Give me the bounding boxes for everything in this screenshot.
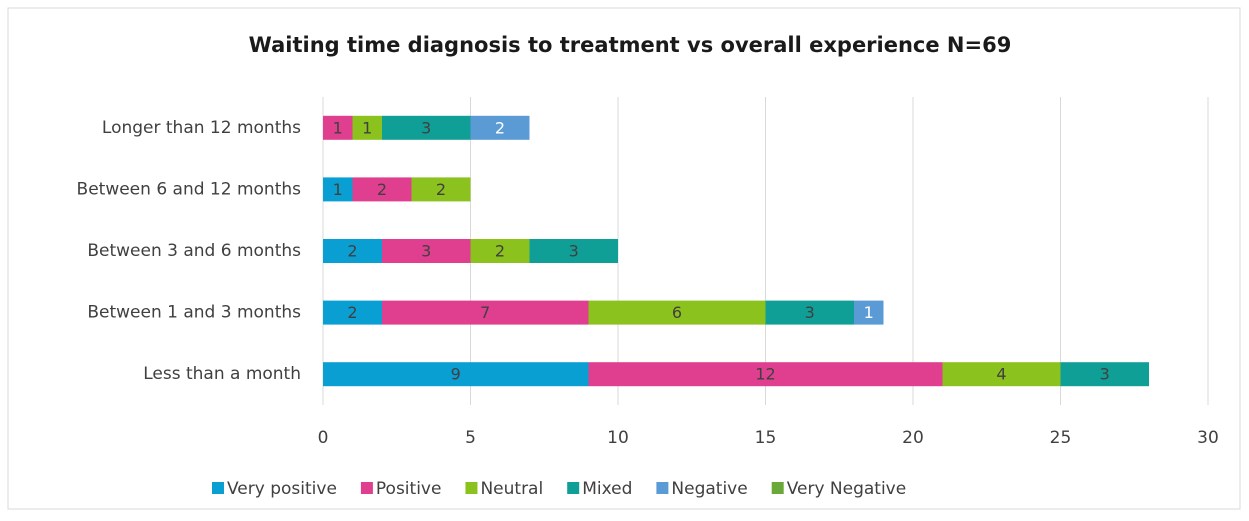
data-label: 2 [495, 118, 505, 137]
data-label: 1 [362, 118, 372, 137]
bar-segment [352, 115, 382, 140]
data-label: 4 [996, 365, 1006, 384]
bar-segment [382, 239, 471, 263]
x-tick-label: 5 [465, 428, 476, 448]
bar-segment [765, 300, 854, 325]
y-tick-label: Between 3 and 6 months [87, 241, 301, 261]
bar-segment [1060, 362, 1149, 387]
data-label: 6 [672, 303, 682, 322]
data-label: 9 [451, 365, 461, 384]
x-tick-label: 25 [1050, 428, 1072, 448]
bar-segment [323, 362, 589, 387]
y-tick-label: Between 6 and 12 months [77, 179, 302, 199]
data-label: 2 [347, 242, 357, 261]
bar-segment [382, 115, 471, 140]
x-tick-label: 30 [1197, 428, 1219, 448]
bar-segment [323, 115, 353, 140]
y-tick-label: Between 1 and 3 months [87, 303, 301, 323]
data-label: 2 [377, 180, 387, 199]
data-label: 3 [421, 118, 431, 137]
legend-label: Mixed [582, 479, 632, 499]
data-label: 3 [569, 242, 579, 261]
data-label: 3 [421, 242, 431, 261]
data-label: 2 [347, 303, 357, 322]
legend-label: Negative [671, 479, 747, 499]
bar-segment [588, 300, 766, 325]
legend-swatch [360, 482, 373, 494]
bar-segment [588, 362, 943, 387]
legend-swatch [212, 482, 224, 494]
data-label: 12 [755, 365, 775, 384]
legend-label: Very positive [227, 479, 337, 499]
bar-segment [323, 300, 382, 325]
legend-label: Very Negative [787, 479, 907, 499]
y-tick-label: Less than a month [143, 364, 301, 384]
chart-title: Waiting time diagnosis to treatment vs o… [249, 33, 1012, 57]
legend-label: Positive [376, 479, 442, 499]
legend-swatch [567, 482, 580, 494]
legend-swatch [656, 482, 669, 494]
data-label: 3 [1100, 365, 1110, 384]
data-label: 3 [805, 303, 815, 322]
x-tick-label: 15 [755, 428, 777, 448]
legend-swatch [465, 482, 478, 494]
bar-segment [352, 177, 412, 202]
x-tick-label: 20 [902, 428, 924, 448]
chart-border [7, 7, 1241, 510]
legend-label: Neutral [480, 479, 543, 499]
bar-segment [323, 177, 353, 202]
data-label: 1 [864, 303, 874, 322]
x-tick-label: 10 [607, 428, 629, 448]
legend-swatch [771, 482, 784, 494]
x-tick-label: 0 [318, 428, 329, 448]
bar-segment [942, 362, 1061, 387]
bar-segment [854, 300, 884, 325]
data-label: 2 [495, 242, 505, 261]
bar-segment [470, 239, 530, 263]
data-label: 1 [333, 118, 343, 137]
y-tick-label: Longer than 12 months [102, 118, 301, 138]
bar-segment [323, 239, 382, 263]
data-label: 7 [480, 303, 490, 322]
bar-segment [382, 300, 589, 325]
bar-segment [411, 177, 471, 202]
bar-segment [470, 115, 530, 140]
data-label: 1 [333, 180, 343, 199]
bar-segment [529, 239, 618, 263]
data-label: 2 [436, 180, 446, 199]
